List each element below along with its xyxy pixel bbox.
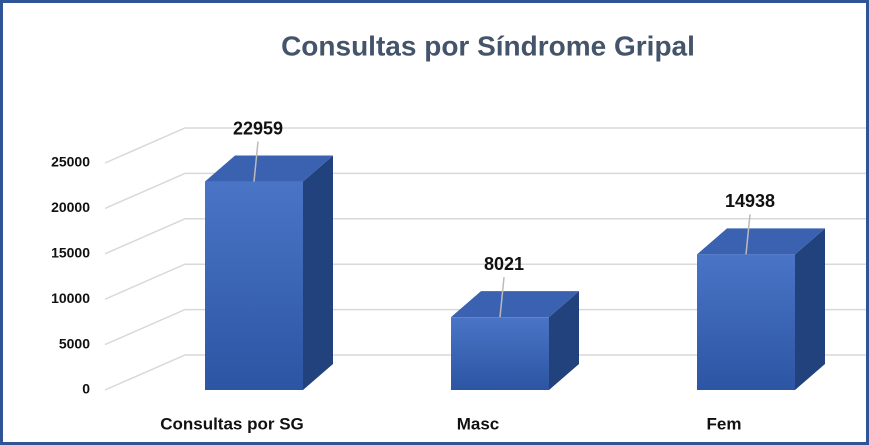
y-tick-label: 0: [82, 381, 90, 397]
y-tick-label: 25000: [51, 154, 90, 170]
grid-line: [104, 308, 866, 346]
bar-top: [205, 155, 333, 182]
x-tick-label: Consultas por SG: [160, 414, 304, 433]
bar: [451, 317, 549, 390]
bar-top: [451, 291, 579, 318]
y-tick-label: 15000: [51, 245, 90, 261]
x-tick-label: Masc: [457, 414, 500, 433]
y-tick-label: 5000: [59, 335, 90, 351]
x-tick-label: Fem: [707, 414, 742, 433]
bar: [697, 254, 795, 390]
grid-line: [104, 127, 866, 164]
grid-line: [104, 354, 866, 391]
leader-line: [745, 214, 751, 255]
grid-line: [104, 172, 866, 210]
leader-line: [253, 141, 259, 182]
leader-line: [499, 277, 505, 318]
y-tick-label: 10000: [51, 290, 90, 306]
chart-title: Consultas por Síndrome Gripal: [281, 30, 695, 61]
data-label: 8021: [484, 254, 524, 274]
bar-side: [795, 228, 825, 390]
grid-line: [104, 263, 866, 300]
bar: [205, 181, 303, 390]
bar-top: [697, 228, 825, 255]
data-label: 22959: [233, 118, 283, 138]
grid-line: [104, 218, 866, 255]
data-label: 14938: [725, 191, 775, 211]
bar-side: [303, 155, 333, 390]
bar-side: [549, 291, 579, 390]
y-tick-label: 20000: [51, 199, 90, 215]
